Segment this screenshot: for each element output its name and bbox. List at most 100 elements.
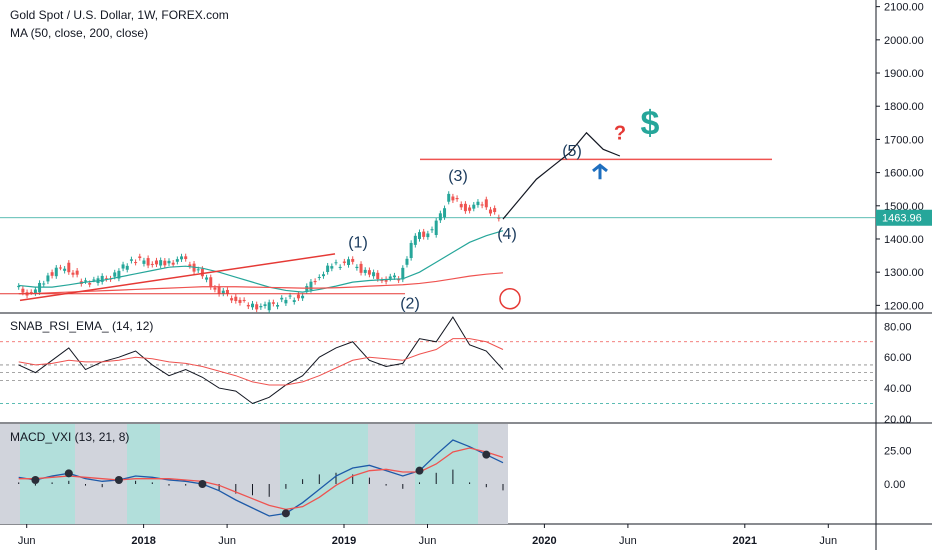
price-tick-label: 1700.00 [884,134,924,146]
cross-dot [64,469,73,478]
ma-legend: MA (50, close, 200, close) [10,26,149,40]
candle-body [129,259,133,261]
time-tick-label: Jun [18,535,36,547]
candle-body [88,283,92,285]
wave-label: (4) [497,226,517,243]
symbol-title: Gold Spot / U.S. Dollar, 1W, FOREX.com [10,8,229,22]
rsi-tick-label: 60.00 [884,352,912,364]
candle-body [376,272,380,280]
candle-body [263,304,267,306]
candle-body [46,275,50,282]
candle-body [418,232,421,239]
time-tick-label: 2018 [131,535,155,547]
ma50-line [18,230,504,293]
candle-body [409,242,413,258]
cross-dot [31,476,40,484]
candle-body [488,209,492,214]
candle-body [159,260,163,266]
price-tick-label: 1300.00 [884,267,924,279]
candle-body [438,213,442,221]
time-tick-label: Jun [218,535,236,547]
macd-band [415,424,478,524]
candle-body [167,260,171,264]
candle-body [175,259,179,262]
candle-body [451,196,455,201]
candle-body [405,258,409,265]
candle-body [54,267,58,277]
candle-body [426,233,430,238]
candle-body [251,303,254,308]
candle-body [188,264,192,267]
candle-body [434,220,438,235]
candle-body [459,204,463,208]
price-tick-label: 1900.00 [884,68,924,80]
candle-body [33,289,37,294]
candle-body [468,207,472,211]
candle-body [384,279,388,282]
macd-band [160,424,280,524]
candle-body [480,204,484,206]
candle-body [58,267,62,269]
time-tick-label: 2019 [332,535,356,547]
candle-body [146,258,150,266]
candle-body [100,275,104,282]
candle-body [359,263,363,273]
time-tick-label: Jun [619,535,637,547]
candle-body [321,274,325,277]
candle-body [134,262,138,264]
candle-body [276,305,280,307]
candle-body [422,231,426,237]
indicator-badge-icon [499,287,521,310]
candle-body [209,277,213,288]
candle-body [104,278,108,280]
candle-body [29,291,33,293]
candle-body [113,272,117,277]
candle-body [342,261,346,263]
cross-dot [482,450,491,459]
cross-dot [415,466,424,475]
cross-dot [114,476,123,484]
candle-body [217,286,221,295]
candle-body [221,290,225,294]
candle-body [313,280,317,283]
rsi-title: SNAB_RSI_EMA_ (14, 12) [10,319,154,333]
current-price-tag [876,209,932,226]
candle-body [455,197,459,200]
candle-body [292,300,296,302]
macd-title: MACD_VXI (13, 21, 8) [10,430,130,444]
candle-body [267,302,271,311]
wave-label: (1) [348,234,368,251]
candle-body [351,258,355,262]
macd-tick-label: 25.00 [884,446,912,458]
time-tick-label: Jun [419,535,437,547]
candle-body [271,302,275,304]
candle-body [288,295,292,297]
candle-body [213,287,217,290]
candle-body [284,299,288,304]
candle-body [200,268,204,277]
macd-band [75,424,127,524]
candle-body [121,264,125,269]
price-tick-label: 1600.00 [884,168,924,180]
rsi-tick-label: 40.00 [884,383,912,395]
candle-body [125,265,129,270]
macd-band [127,424,160,524]
candle-body [184,256,188,260]
candle-body [67,262,71,273]
candle-body [443,208,447,218]
candle-body [363,269,367,273]
candle-body [150,263,154,265]
candle-body [138,256,142,259]
candle-body [225,289,229,294]
candle-body [50,272,54,276]
candle-body [21,288,25,293]
candle-body [230,298,234,301]
rsi-ema-line [18,338,504,386]
time-tick-label: 2021 [733,535,757,547]
candle-body [180,256,184,260]
current-price-label: 1463.96 [882,213,922,225]
wave-label: (5) [562,143,582,160]
candle-body [296,294,300,299]
cross-dot [198,480,207,488]
